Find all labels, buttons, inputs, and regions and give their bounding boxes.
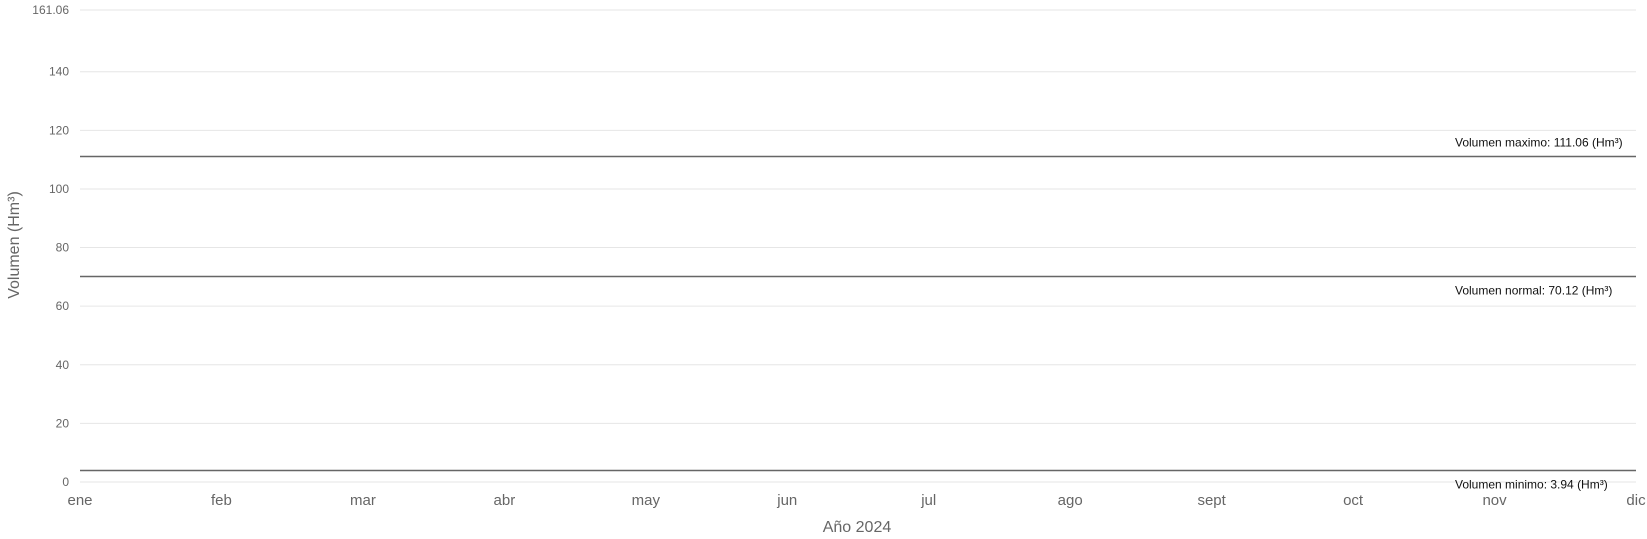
x-tick-label: may: [632, 492, 661, 509]
x-tick-label: jun: [776, 492, 797, 509]
x-tick-label: ago: [1058, 492, 1083, 509]
x-tick-label: ene: [67, 492, 92, 509]
reference-line-label: Volumen normal: 70.12 (Hm³): [1455, 284, 1612, 298]
x-axis-title: Año 2024: [823, 519, 892, 536]
grid: [80, 9, 1636, 483]
y-axis-title: Volumen (Hm³): [6, 191, 23, 299]
y-tick-label: 100: [49, 182, 69, 196]
reference-lines: Volumen maximo: 111.06 (Hm³) Volumen norm…: [80, 136, 1636, 491]
x-tick-label: dic: [1626, 492, 1646, 509]
x-tick-label: jul: [920, 492, 936, 509]
y-tick-label: 80: [56, 241, 70, 255]
x-tick-label: mar: [350, 492, 376, 509]
reference-line-label: Volumen maximo: 111.06 (Hm³): [1455, 136, 1623, 150]
y-tick-label: 161.06: [32, 3, 69, 17]
y-tick-label: 0: [62, 475, 69, 489]
x-axis-ticks: ene feb mar abr may jun jul ago sept oct nov dic: [67, 492, 1646, 509]
reference-line-label: Volumen minimo: 3.94 (Hm³): [1455, 477, 1608, 491]
y-tick-label: 40: [56, 358, 70, 372]
x-tick-label: nov: [1482, 492, 1507, 509]
x-tick-label: abr: [494, 492, 516, 509]
y-axis-ticks: 0 20 40 60 80 100 120 140 161.06: [32, 3, 69, 489]
y-tick-label: 120: [49, 123, 69, 137]
y-tick-label: 20: [56, 416, 70, 430]
y-tick-label: 60: [56, 299, 70, 313]
y-tick-label: 140: [49, 65, 69, 79]
x-tick-label: oct: [1343, 492, 1364, 509]
x-tick-label: sept: [1197, 492, 1226, 509]
x-tick-label: feb: [211, 492, 232, 509]
